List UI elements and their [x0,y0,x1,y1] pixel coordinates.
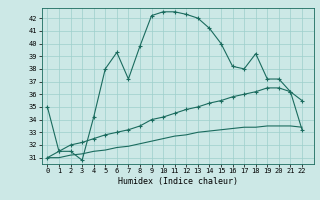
X-axis label: Humidex (Indice chaleur): Humidex (Indice chaleur) [118,177,237,186]
